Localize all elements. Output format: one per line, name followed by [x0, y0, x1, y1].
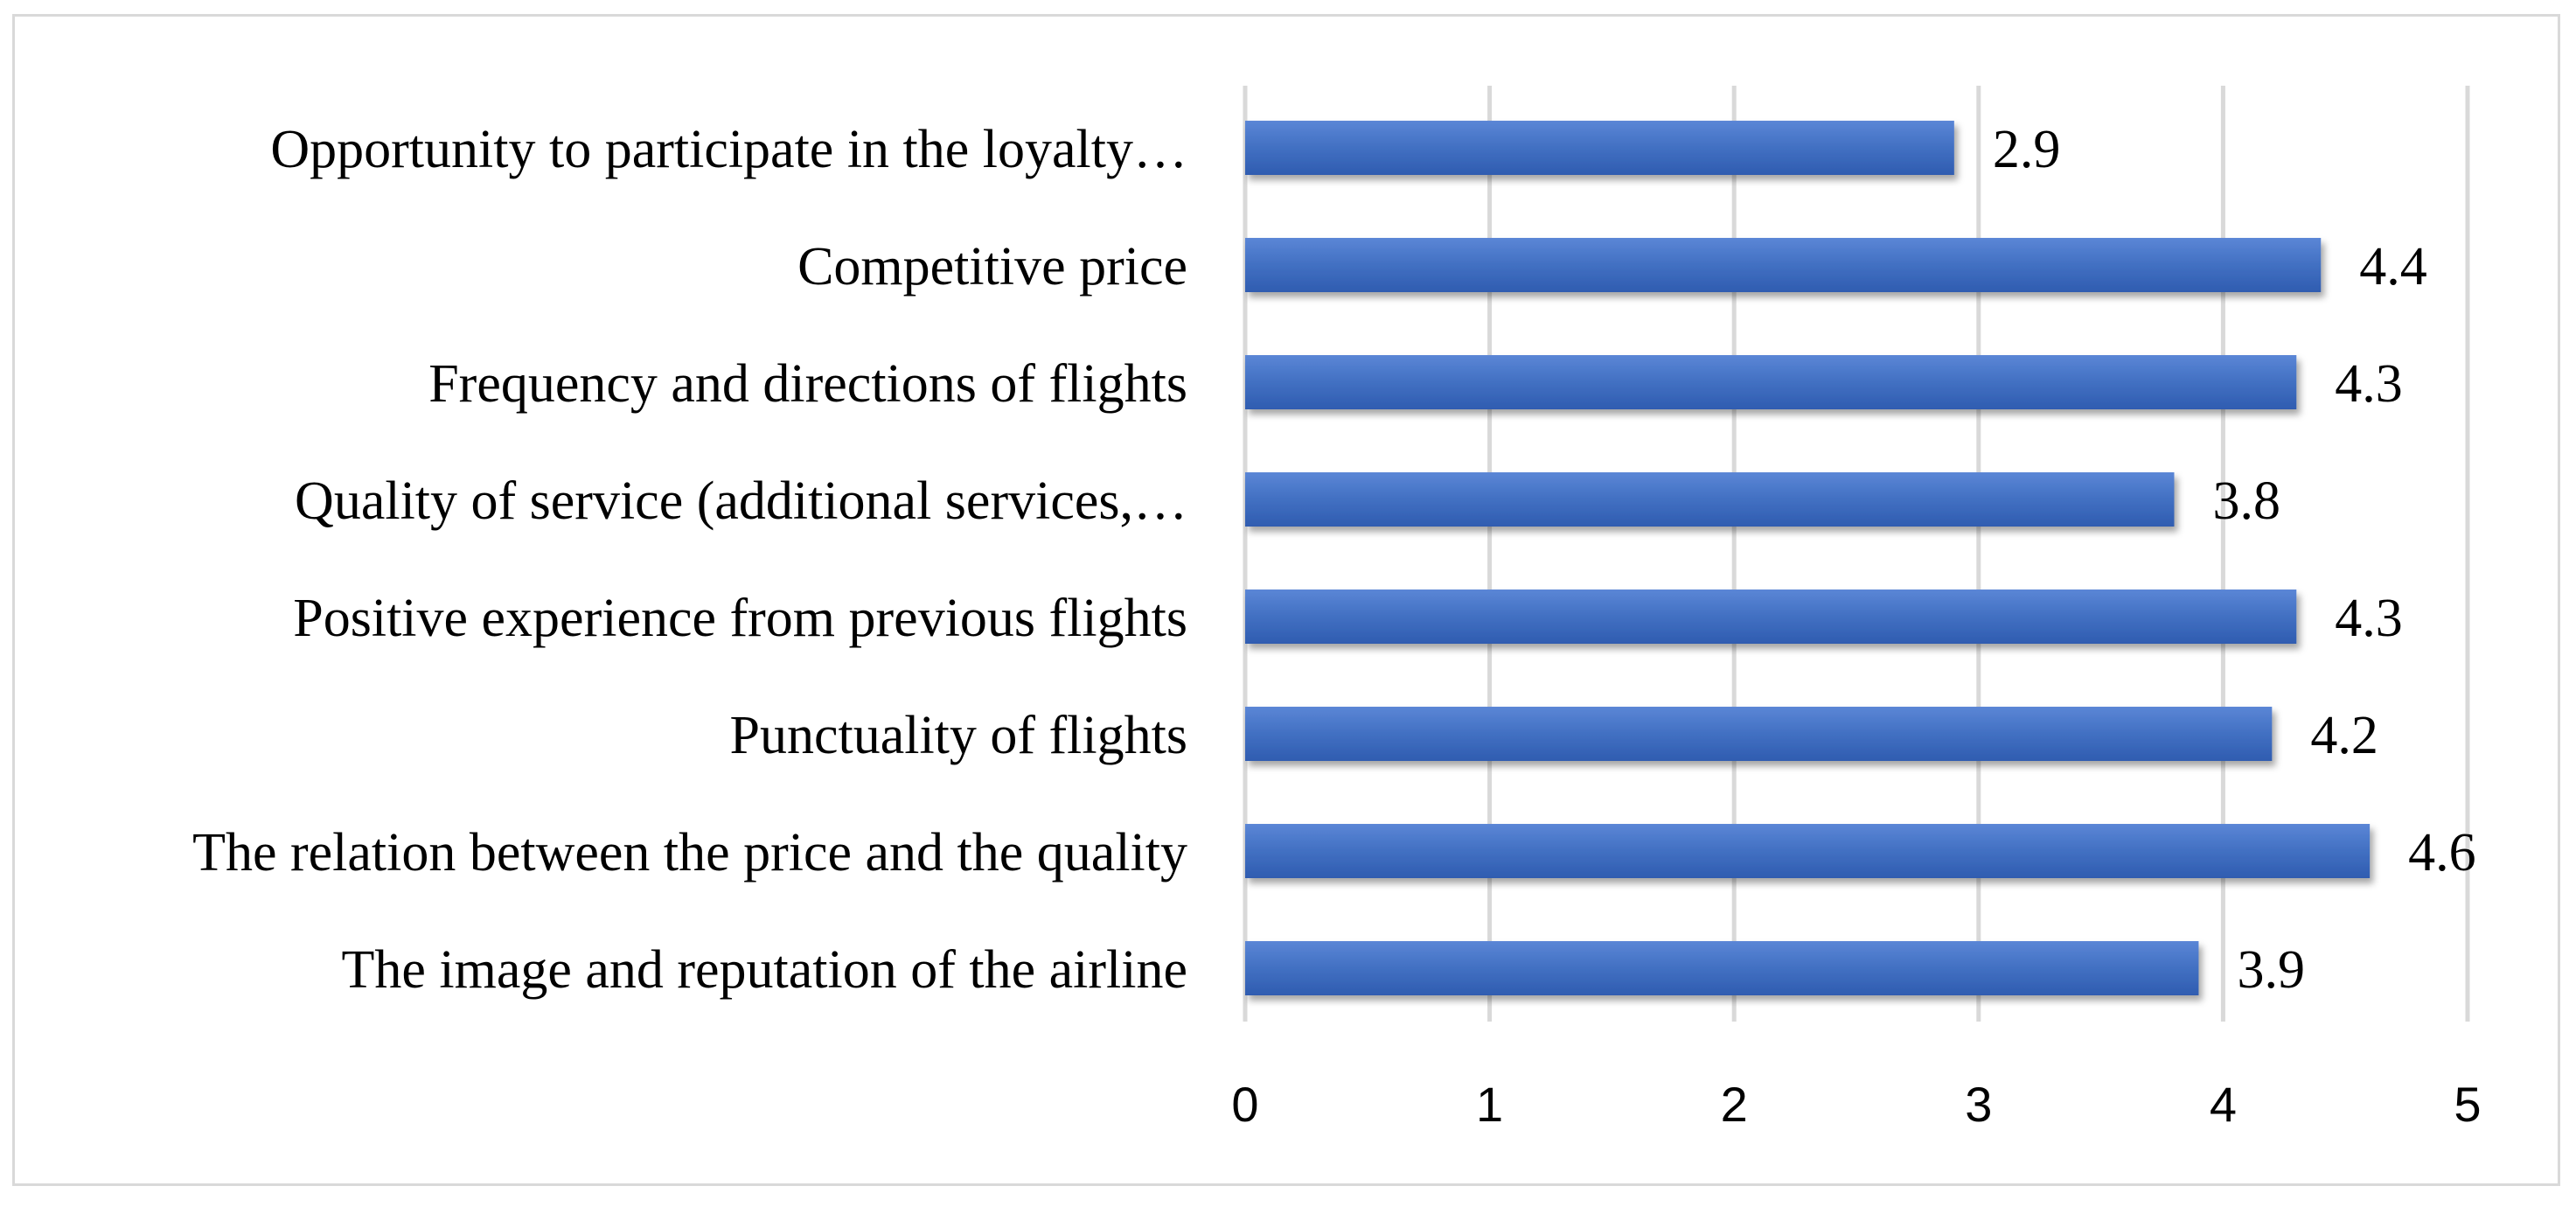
value-label-6: 4.2	[2310, 706, 2378, 765]
category-label-5: Positive experience from previous flight…	[293, 589, 1187, 648]
value-label-7: 4.6	[2408, 823, 2476, 883]
bar-4	[1245, 472, 2175, 527]
x-tick-label-3: 3	[1965, 1077, 1992, 1132]
bar-1	[1245, 121, 1954, 175]
bar-8	[1245, 941, 2199, 995]
value-label-8: 3.9	[2237, 940, 2305, 1000]
value-labels: 2.9 4.4 4.3 3.8 4.3 4.2 4.6 3.9	[1993, 120, 2476, 1000]
bar-5	[1245, 590, 2297, 644]
value-label-1: 2.9	[1993, 120, 2061, 179]
x-tick-label-4: 4	[2210, 1077, 2237, 1132]
bar-2	[1245, 238, 2322, 292]
x-tick-label-1: 1	[1476, 1077, 1503, 1132]
value-label-3: 4.3	[2335, 354, 2403, 414]
grid-lines	[1243, 86, 2470, 1022]
category-label-2: Competitive price	[797, 237, 1187, 297]
value-label-5: 4.3	[2335, 589, 2403, 648]
category-label-8: The image and reputation of the airline	[341, 940, 1187, 1000]
category-label-7: The relation between the price and the q…	[192, 823, 1187, 883]
bar-6	[1245, 707, 2273, 761]
category-labels: Opportunity to participate in the loyalt…	[192, 120, 1187, 1000]
value-label-2: 4.4	[2359, 237, 2427, 297]
x-tick-label-5: 5	[2454, 1077, 2481, 1132]
category-label-3: Frequency and directions of flights	[428, 354, 1187, 414]
category-label-1: Opportunity to participate in the loyalt…	[270, 120, 1187, 179]
bars	[1245, 121, 2371, 995]
bar-7	[1245, 824, 2371, 878]
bar-3	[1245, 355, 2297, 409]
category-label-4: Quality of service (additional services,…	[295, 471, 1187, 531]
x-axis-ticks: 0 1 2 3 4 5	[1231, 1077, 2481, 1132]
value-label-4: 3.8	[2212, 471, 2280, 531]
x-tick-label-2: 2	[1721, 1077, 1748, 1132]
x-tick-label-0: 0	[1231, 1077, 1258, 1132]
category-label-6: Punctuality of flights	[729, 706, 1187, 765]
